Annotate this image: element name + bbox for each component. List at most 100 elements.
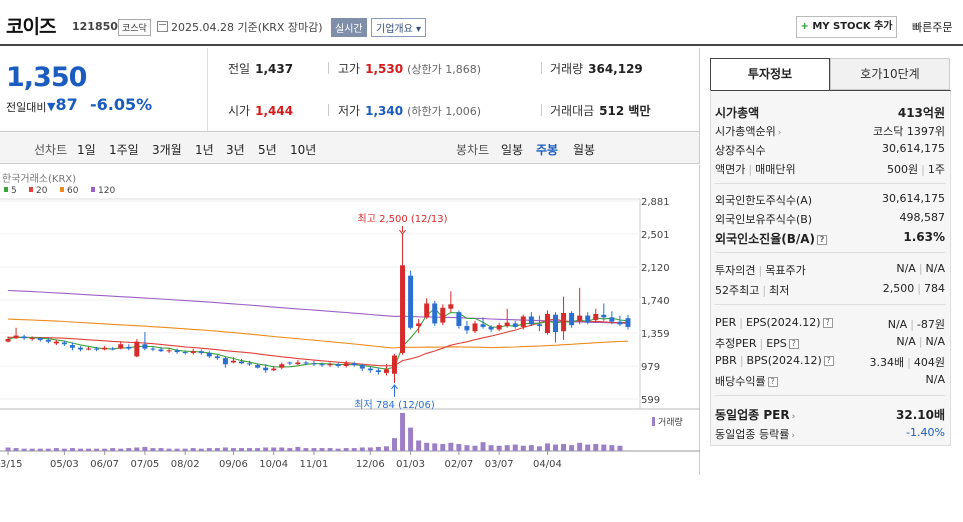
candle-monthly[interactable]: 월봉 [573, 143, 596, 157]
help-icon[interactable]: ? [788, 339, 799, 349]
candle-body [383, 369, 389, 373]
volume-bars: 거래량 [5, 413, 683, 451]
volume-bar [166, 448, 172, 451]
add-mystock-label: MY STOCK 추가 [812, 21, 893, 32]
volume-bar [102, 448, 108, 451]
period-3m[interactable]: 3개월 [152, 143, 182, 157]
realtime-button[interactable]: 실시간 [331, 18, 367, 37]
line-chart-label[interactable]: 선차트 [34, 143, 68, 157]
volume-bar [150, 448, 156, 451]
per-eps-row: PER | EPS(2024.12)? N/A | -87원 [715, 316, 945, 331]
x-tick-label: 10/04 [259, 459, 288, 470]
legend-swatch [4, 187, 8, 192]
period-10y[interactable]: 10년 [290, 143, 317, 157]
period-1y[interactable]: 1년 [195, 143, 214, 157]
volume-bar [206, 448, 212, 451]
volume-bar [544, 443, 550, 451]
candle-body [488, 326, 494, 330]
candle-body [577, 315, 583, 321]
tab-invest-info[interactable]: 투자정보 [710, 58, 830, 90]
candle-body [5, 339, 11, 342]
candle-body [295, 362, 301, 365]
volume-bar [359, 447, 365, 451]
candle-body [13, 335, 19, 339]
add-mystock-button[interactable]: + MY STOCK 추가 [796, 16, 897, 38]
quick-order-link[interactable]: 빠른주문 [912, 21, 953, 34]
candle-body [512, 323, 518, 327]
moving-averages [7, 289, 629, 370]
candle-body [375, 370, 381, 373]
candle-body [134, 341, 140, 357]
x-tick-label: 06/07 [90, 459, 119, 470]
candle-daily[interactable]: 일봉 [501, 143, 524, 157]
open-price: 시가 1,444 [228, 104, 294, 118]
candle-body [214, 356, 220, 359]
candle-body [255, 365, 261, 368]
candle-body [158, 349, 164, 352]
help-icon[interactable]: ? [817, 234, 828, 245]
help-icon[interactable]: ? [767, 377, 778, 387]
volume-bar [480, 442, 486, 451]
sector-change-row[interactable]: 동일업종 등락률 › -1.40% [715, 426, 945, 441]
period-3y[interactable]: 3년 [226, 143, 245, 157]
volume-bar [472, 445, 478, 451]
volume-label: 거래량 [658, 416, 683, 428]
volume-bar [432, 443, 438, 451]
candle-body [351, 363, 357, 366]
candle-body [198, 351, 204, 353]
volume-bar [536, 446, 542, 451]
volume-bar [279, 447, 285, 451]
candle-body [126, 346, 132, 349]
sector-per-row[interactable]: 동일업종 PER › 32.10배 [715, 408, 945, 422]
volume-bar [311, 448, 317, 451]
volume-bar [142, 446, 148, 451]
candle-body [287, 362, 293, 364]
trade-volume: 거래량 364,129 [550, 62, 643, 76]
x-tick-label: 08/02 [171, 459, 200, 470]
chart-period-bar: 선차트 1일 1주일 3개월 1년 3년 5년 10년 봉차트 일봉 주봉 월봉 [0, 132, 700, 164]
volume-bar [263, 447, 269, 451]
x-tick-label: 04/04 [533, 459, 562, 470]
chart-annotations: 최고 2,500 (12/13) 최저 784 (12/06) [354, 213, 447, 411]
high-price: 고가 1,530 (상한가 1,868) [338, 62, 481, 76]
volume-bar [198, 448, 204, 451]
down-triangle-icon: ▼ [47, 100, 56, 113]
y-tick-label: 2,120 [641, 263, 670, 274]
legend-label: 20 [36, 186, 48, 196]
company-info-button[interactable]: 기업개요 ▾ [371, 18, 426, 37]
period-5y[interactable]: 5년 [258, 143, 277, 157]
volume-bar [53, 448, 59, 451]
candle-chart-label[interactable]: 봉차트 [456, 143, 490, 157]
candle-body [391, 355, 397, 374]
market-cap-row: 시가총액 413억원 [715, 106, 945, 120]
volume-bar [577, 442, 583, 451]
x-tick-label: 03/15 [0, 459, 22, 470]
volume-legend-swatch [652, 417, 655, 426]
right-tabs: 투자정보 호가10단계 [710, 58, 951, 90]
volume-bar [335, 448, 341, 451]
volume-bar [118, 448, 124, 451]
volume-bar [214, 448, 220, 451]
tab-orderbook-10[interactable]: 호가10단계 [830, 58, 950, 90]
foreign-ratio-row: 외국인소진율(B/A)? 1.63% [715, 230, 945, 246]
volume-bar [585, 444, 591, 451]
help-icon[interactable]: ? [823, 356, 834, 366]
period-1w[interactable]: 1주일 [109, 143, 139, 157]
candlestick-chart: 한국거래소(KRX) 5 20 60 120 2,881 2,501 2,120 1,740… [0, 173, 700, 470]
x-tick-label: 12/06 [356, 459, 385, 470]
candle-weekly[interactable]: 주봉 [536, 143, 559, 157]
help-icon[interactable]: ? [822, 318, 833, 328]
ma-line-120 [7, 289, 629, 324]
candle-body [61, 342, 67, 345]
period-1d[interactable]: 1일 [77, 143, 96, 157]
x-tick-label: 03/07 [485, 459, 514, 470]
volume-bar [561, 443, 567, 451]
market-cap-rank-row[interactable]: 시가총액순위 › 코스닥 1397위 [715, 125, 945, 138]
market-badge: 코스닥 [118, 19, 151, 36]
volume-bar [400, 413, 406, 451]
volume-bar [553, 444, 559, 451]
volume-bar [448, 442, 454, 451]
volume-bar [424, 442, 430, 451]
candle-body [247, 363, 253, 365]
x-tick-label: 05/03 [50, 459, 79, 470]
